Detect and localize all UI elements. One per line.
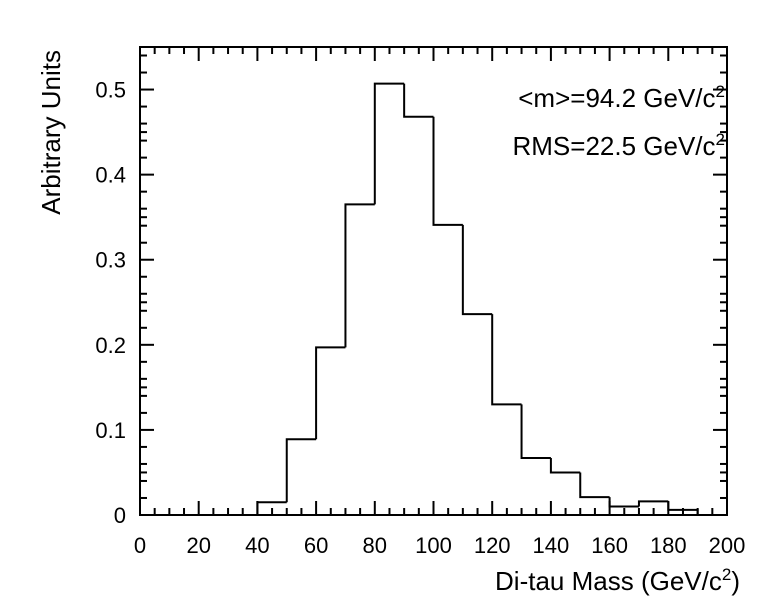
x-axis-title: Di-tau Mass (GeV/c2) <box>495 565 740 596</box>
y-tick-label: 0.2 <box>95 333 126 358</box>
histogram-bin <box>315 346 346 440</box>
histogram-bin <box>491 314 522 406</box>
x-tick-label: 180 <box>650 533 687 558</box>
x-tick-label: 160 <box>591 533 628 558</box>
y-tick-label: 0.3 <box>95 248 126 273</box>
y-tick-label: 0.4 <box>95 163 126 188</box>
histogram-bin <box>637 500 669 507</box>
x-tick-label: 100 <box>415 533 452 558</box>
histogram-bin <box>608 497 639 508</box>
histogram-bin <box>373 82 405 205</box>
x-tick-label: 40 <box>245 533 269 558</box>
x-tick-label: 20 <box>186 533 210 558</box>
x-tick-label: 120 <box>474 533 511 558</box>
y-tick-label: 0.1 <box>95 418 126 443</box>
x-tick-label: 0 <box>134 533 146 558</box>
x-tick-label: 200 <box>709 533 746 558</box>
x-tick-label: 140 <box>533 533 570 558</box>
x-tick-label: 60 <box>304 533 328 558</box>
y-tick-label: 0.5 <box>95 78 126 103</box>
histogram-bin <box>285 438 317 503</box>
histogram-bin <box>344 203 375 348</box>
rms-annotation: RMS=22.5 GeV/c2 <box>512 130 725 161</box>
axis-layer: 0 20 40 60 80 100 120 140 160 180 200 0 0.1 0.2 0.3 0.4… <box>95 46 746 558</box>
histogram-bin <box>549 457 581 474</box>
histogram-bin <box>461 224 493 316</box>
histogram-bin <box>579 472 610 499</box>
mean-annotation: <m>=94.2 GeV/c2 <box>518 82 725 113</box>
y-tick-label: 0 <box>114 503 126 528</box>
histogram-bin <box>520 404 551 459</box>
histogram-bin <box>432 116 463 226</box>
histogram-bin <box>403 83 434 118</box>
x-tick-label: 80 <box>363 533 387 558</box>
y-axis-title: Arbitrary Units <box>36 50 66 215</box>
